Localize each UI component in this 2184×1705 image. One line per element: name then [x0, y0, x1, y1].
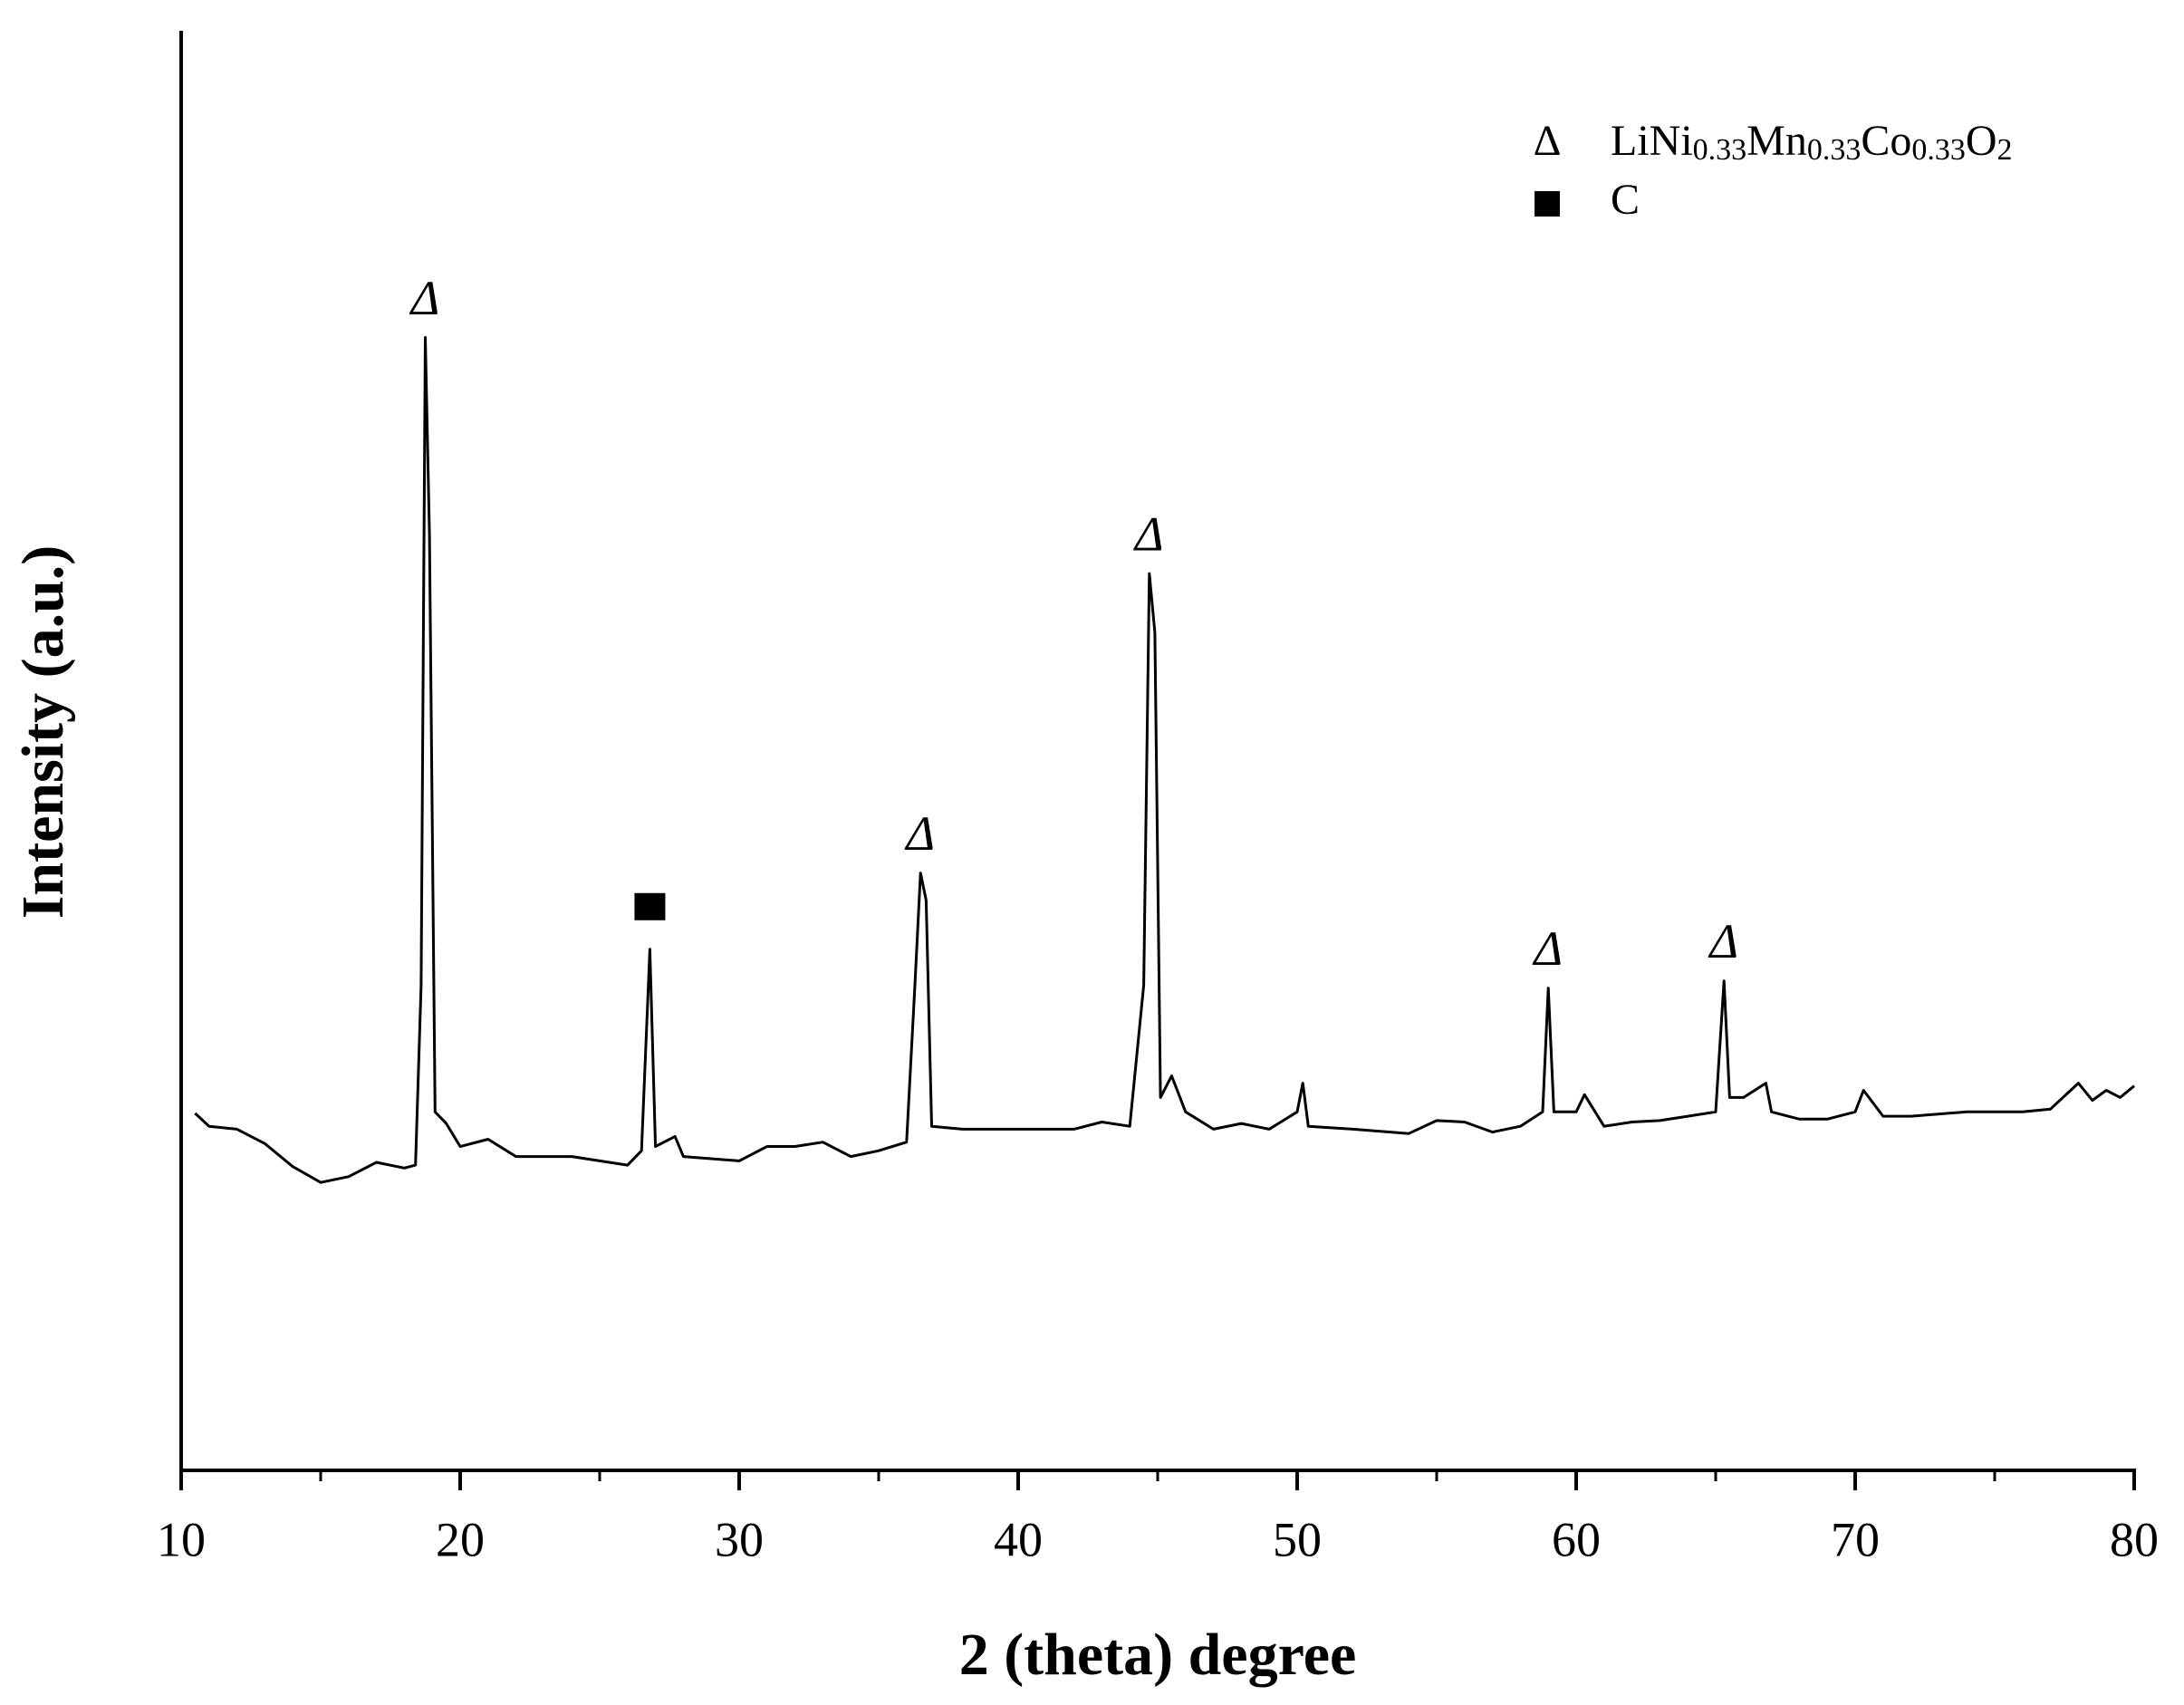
legend-label: C — [1611, 176, 1640, 224]
peak-marker: Δ — [904, 806, 935, 861]
peak-marker: Δ — [1708, 914, 1738, 968]
xrd-line — [194, 336, 2135, 1184]
legend-label: LiNi0.33Mn0.33Co0.33O2 — [1611, 117, 2013, 167]
x-tick-label: 50 — [1273, 1512, 1322, 1566]
peak-marker — [634, 892, 666, 920]
legend-symbol — [1535, 191, 1560, 217]
x-tick-label: 30 — [715, 1512, 764, 1566]
x-tick-label: 20 — [436, 1512, 485, 1566]
x-tick-label: 10 — [157, 1512, 206, 1566]
peak-marker: Δ — [1133, 506, 1164, 561]
x-axis-label: 2 (theta) degree — [959, 1622, 1357, 1688]
x-tick-label: 70 — [1831, 1512, 1880, 1566]
peak-marker: Δ — [409, 271, 440, 325]
y-axis-label: Intensity (a.u.) — [10, 545, 76, 920]
x-tick-label: 80 — [2110, 1512, 2159, 1566]
legend-symbol: Δ — [1534, 117, 1562, 165]
x-tick-label: 60 — [1552, 1512, 1601, 1566]
peak-marker: Δ — [1532, 921, 1563, 976]
x-tick-label: 40 — [994, 1512, 1043, 1566]
